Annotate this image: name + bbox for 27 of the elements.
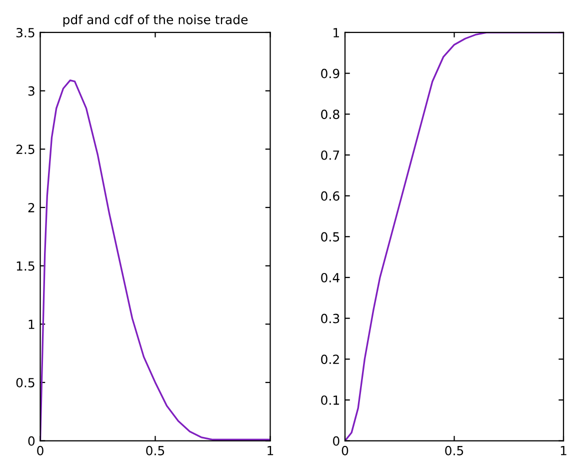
x-tick-label: 0.5 <box>146 446 164 456</box>
y-tick-label: 0.8 <box>321 110 340 120</box>
y-tick-label: 1 <box>28 320 34 329</box>
y-tick-label: 1 <box>334 28 339 38</box>
y-tick-label: 2 <box>28 202 34 212</box>
y-tick-label: 0.2 <box>321 354 339 364</box>
y-tick-label: 0.6 <box>321 191 340 201</box>
x-tick-label: 1 <box>560 446 566 456</box>
x-tick-label: 0.5 <box>445 446 464 456</box>
y-tick-label: 0.5 <box>16 378 34 388</box>
y-tick-label: 1.5 <box>16 261 34 271</box>
x-tick-label: 0 <box>342 446 348 456</box>
line-series <box>345 32 564 441</box>
y-tick-label: 2.5 <box>16 144 34 154</box>
chart-title: pdf and cdf of the noise trade <box>63 14 248 27</box>
y-tick-label: 3 <box>28 86 34 96</box>
y-tick-label: 0 <box>28 436 35 446</box>
x-tick-label: 0 <box>37 446 44 456</box>
y-tick-label: 0.1 <box>321 395 339 405</box>
x-tick-label: 1 <box>268 446 274 456</box>
y-tick-label: 0.5 <box>321 232 340 242</box>
y-tick-label: 0.7 <box>321 150 340 160</box>
y-tick-label: 0.4 <box>321 272 340 282</box>
y-tick-label: 0.3 <box>321 314 340 324</box>
y-tick-label: 3.5 <box>16 28 34 38</box>
y-tick-label: 0.9 <box>321 68 340 78</box>
y-tick-label: 0 <box>333 436 340 446</box>
